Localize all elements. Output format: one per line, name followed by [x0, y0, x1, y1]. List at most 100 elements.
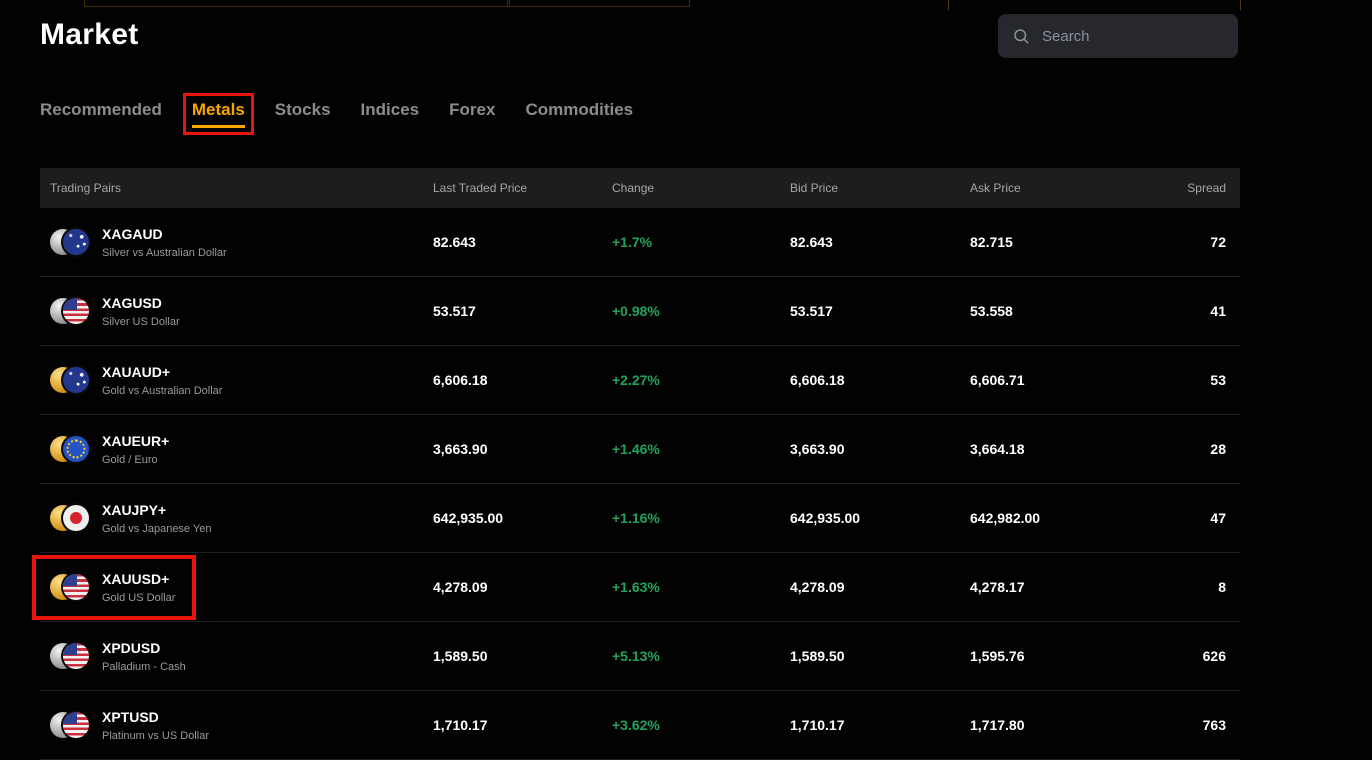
pair-symbol: XPDUSD: [102, 639, 161, 656]
pair-name: Palladium - Cash: [102, 660, 186, 673]
bid-price: 1,589.50: [790, 648, 845, 664]
tab-label: Metals: [191, 100, 245, 119]
tab-bar: Recommended Metals Stocks Indices Forex …: [40, 93, 1372, 135]
spread-value: 72: [1210, 234, 1226, 250]
currency-flag-icon: [63, 712, 89, 738]
pair-name: Gold / Euro: [102, 453, 158, 466]
pair-cell: XAUJPY+ Gold vs Japanese Yen: [40, 484, 433, 552]
pair-symbol: XAUUSD+: [102, 570, 170, 587]
last-traded-price: 1,589.50: [433, 648, 488, 664]
spread-value: 53: [1210, 372, 1226, 388]
currency-flag-icon: [63, 298, 89, 324]
pair-symbol: XPTUSD: [102, 708, 159, 725]
change-value: +1.16%: [612, 510, 660, 526]
table-row-xptusd[interactable]: XPTUSD Platinum vs US Dollar 1,710.17 +3…: [40, 691, 1240, 760]
pair-symbol: XAUJPY+: [102, 501, 167, 518]
last-traded-price: 1,710.17: [433, 717, 488, 733]
tab-label: Stocks: [274, 100, 331, 119]
last-traded-price: 6,606.18: [433, 372, 488, 388]
change-value: +5.13%: [612, 648, 660, 664]
table-row-xpdusd[interactable]: XPDUSD Palladium - Cash 1,589.50 +5.13% …: [40, 622, 1240, 691]
last-traded-price: 82.643: [433, 234, 476, 250]
last-traded-price: 3,663.90: [433, 441, 488, 457]
search-icon: [1014, 29, 1029, 44]
search-bar[interactable]: [998, 14, 1243, 58]
bid-price: 3,663.90: [790, 441, 845, 457]
last-traded-price: 4,278.09: [433, 579, 488, 595]
table-row-xaujpy[interactable]: XAUJPY+ Gold vs Japanese Yen 642,935.00 …: [40, 484, 1240, 553]
spread-value: 626: [1202, 648, 1226, 664]
market-table: Trading Pairs Last Traded Price Change B…: [32, 168, 1240, 760]
pair-name: Gold vs Australian Dollar: [102, 384, 223, 397]
spread-value: 28: [1210, 441, 1226, 457]
tab-recommended[interactable]: Recommended: [40, 100, 162, 120]
pair-cell: XPDUSD Palladium - Cash: [40, 622, 433, 690]
bid-price: 1,710.17: [790, 717, 845, 733]
last-traded-price: 53.517: [433, 303, 476, 319]
pair-icon: [50, 433, 90, 465]
pair-cell: XAUUSD+ Gold US Dollar: [40, 553, 433, 621]
pair-name: Gold vs Japanese Yen: [102, 522, 212, 535]
ask-price: 3,664.18: [970, 441, 1025, 457]
pair-icon: [50, 295, 90, 327]
table-row-xagaud[interactable]: XAGAUD Silver vs Australian Dollar 82.64…: [40, 208, 1240, 277]
currency-flag-icon: [63, 574, 89, 600]
pair-name: Silver vs Australian Dollar: [102, 246, 227, 259]
table-row-xauusd[interactable]: XAUUSD+ Gold US Dollar 4,278.09 +1.63% 4…: [32, 553, 1240, 622]
pair-cell: XAGAUD Silver vs Australian Dollar: [40, 208, 433, 276]
spread-value: 8: [1218, 579, 1226, 595]
bid-price: 642,935.00: [790, 510, 861, 526]
pair-name: Platinum vs US Dollar: [102, 729, 209, 742]
table-row-xauaud[interactable]: XAUAUD+ Gold vs Australian Dollar 6,606.…: [40, 346, 1240, 415]
ask-price: 53.558: [970, 303, 1013, 319]
pair-cell: XAGUSD Silver US Dollar: [40, 277, 433, 345]
search-input[interactable]: [1040, 26, 1243, 46]
tab-label: Indices: [360, 100, 420, 119]
page-header: Market: [0, 0, 1372, 72]
change-value: +1.7%: [612, 234, 653, 250]
change-value: +0.98%: [612, 303, 660, 319]
tab-label: Recommended: [40, 100, 162, 119]
pair-cell: XPTUSD Platinum vs US Dollar: [40, 691, 433, 759]
ask-price: 82.715: [970, 234, 1013, 250]
pair-name: Silver US Dollar: [102, 315, 180, 328]
ask-price: 642,982.00: [970, 510, 1041, 526]
bid-price: 4,278.09: [790, 579, 845, 595]
table-header-row: Trading Pairs Last Traded Price Change B…: [40, 168, 1240, 208]
tab-forex[interactable]: Forex: [449, 100, 495, 120]
header-ask-price: Ask Price: [970, 181, 1021, 195]
pair-icon: [50, 226, 90, 258]
pair-symbol: XAUEUR+: [102, 432, 170, 449]
currency-flag-icon: [63, 229, 89, 255]
ask-price: 4,278.17: [970, 579, 1025, 595]
change-value: +3.62%: [612, 717, 660, 733]
table-row-xaueur[interactable]: XAUEUR+ Gold / Euro 3,663.90 +1.46% 3,66…: [40, 415, 1240, 484]
tab-label: Forex: [449, 100, 496, 119]
header-last-traded-price: Last Traded Price: [433, 181, 528, 195]
spread-value: 763: [1202, 717, 1226, 733]
bid-price: 82.643: [790, 234, 833, 250]
header-bid-price: Bid Price: [790, 181, 839, 195]
change-value: +1.46%: [612, 441, 660, 457]
tab-stocks[interactable]: Stocks: [275, 100, 331, 120]
pair-cell: XAUEUR+ Gold / Euro: [40, 415, 433, 483]
tab-label: Commodities: [525, 100, 634, 119]
ask-price: 6,606.71: [970, 372, 1025, 388]
pair-symbol: XAGUSD: [102, 294, 162, 311]
spread-value: 41: [1210, 303, 1226, 319]
active-tab-indicator: [191, 125, 245, 128]
last-traded-price: 642,935.00: [433, 510, 504, 526]
pair-icon: [50, 709, 90, 741]
header-trading-pairs: Trading Pairs: [50, 181, 121, 195]
currency-flag-icon: [63, 643, 89, 669]
pair-name: Gold US Dollar: [102, 591, 176, 604]
change-value: +1.63%: [612, 579, 660, 595]
tab-metals[interactable]: Metals: [182, 93, 254, 135]
tab-commodities[interactable]: Commodities: [525, 100, 633, 120]
currency-flag-icon: [63, 436, 89, 462]
tab-indices[interactable]: Indices: [361, 100, 420, 120]
bid-price: 53.517: [790, 303, 833, 319]
table-row-xagusd[interactable]: XAGUSD Silver US Dollar 53.517 +0.98% 53…: [40, 277, 1240, 346]
currency-flag-icon: [63, 367, 89, 393]
spread-value: 47: [1210, 510, 1226, 526]
